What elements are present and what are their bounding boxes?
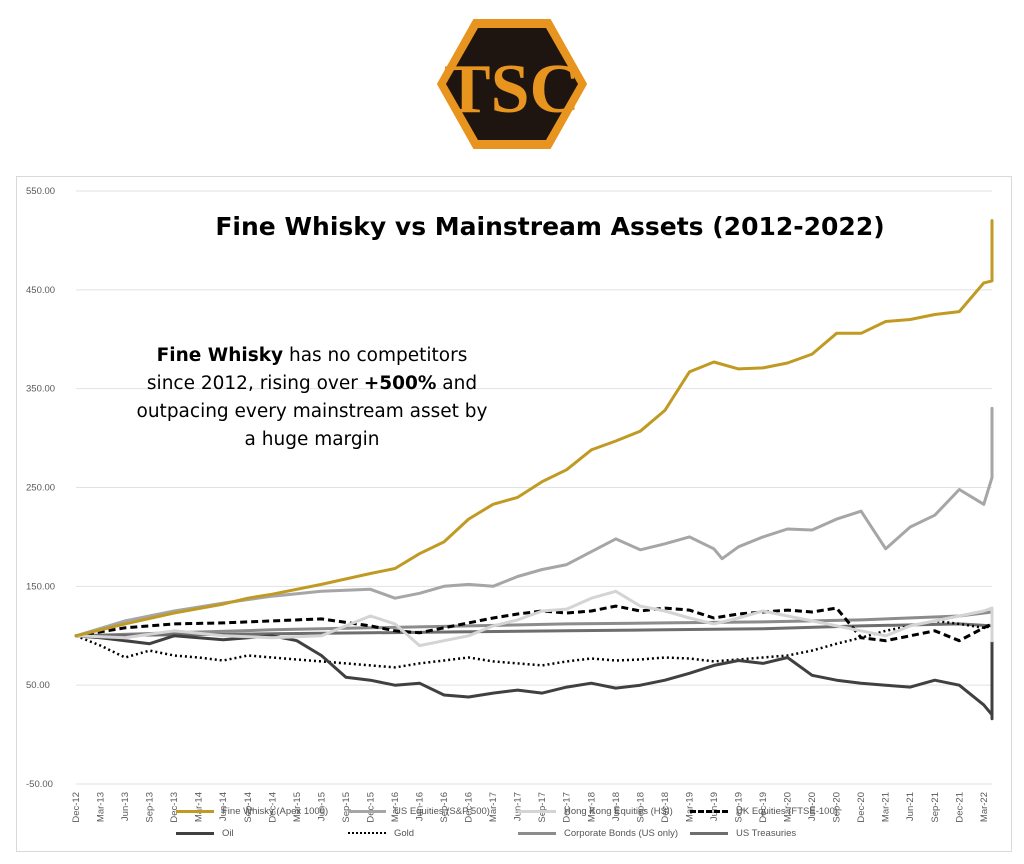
x-tick-label: Jun-20 [807, 792, 818, 821]
x-tick-label: Sep-20 [832, 792, 843, 823]
legend-item: Hong Kong Equities (HSI) [518, 804, 673, 818]
x-tick-label: Mar-14 [194, 792, 205, 822]
x-tick-label: Mar-20 [783, 792, 794, 822]
x-tick-label: Jun-15 [316, 792, 327, 821]
x-tick-label: Jun-16 [415, 792, 426, 821]
legend-label: Oil [222, 827, 234, 839]
legend-swatch [176, 809, 214, 813]
legend-swatch [348, 809, 386, 813]
x-tick-label: Mar-19 [684, 792, 695, 822]
logo-monogram: TSC [444, 51, 580, 128]
x-tick-label: Jun-19 [709, 792, 720, 821]
chart-title: Fine Whisky vs Mainstream Assets (2012-2… [215, 212, 885, 241]
x-tick-label: Sep-16 [439, 792, 450, 823]
legend-label: US Equities (S&P 500) [394, 805, 490, 817]
legend-label: Gold [394, 827, 415, 839]
x-tick-label: Dec-20 [856, 792, 867, 823]
legend-swatch [176, 831, 214, 835]
x-tick-label: Jun-14 [218, 792, 229, 821]
y-tick-label: 350.00 [26, 384, 55, 395]
x-tick-label: Dec-19 [758, 792, 769, 823]
y-tick-label: -50.00 [26, 779, 53, 790]
series-line [74, 589, 994, 648]
y-tick-label: 550.00 [26, 186, 55, 197]
x-tick-label: Mar-22 [979, 792, 990, 822]
legend-swatch [518, 809, 556, 813]
x-tick-label: Mar-15 [292, 792, 303, 822]
y-tick-label: 450.00 [26, 285, 55, 296]
x-tick-label: Sep-15 [341, 792, 352, 823]
logo-hexagon-inner [446, 28, 578, 140]
chart-frame [16, 176, 1012, 852]
x-tick-label: Dec-21 [954, 792, 965, 823]
legend-swatch [690, 831, 728, 835]
x-tick-label: Sep-21 [930, 792, 941, 823]
x-tick-label: Sep-19 [733, 792, 744, 823]
legend-item: Corporate Bonds (US only) [518, 826, 678, 840]
legend-swatch [690, 809, 728, 813]
annotation-text-2: and outpacing every mainstream asset by … [136, 373, 488, 450]
legend-item: Oil [176, 826, 234, 840]
legend-label: Hong Kong Equities (HSI) [564, 805, 673, 817]
legend-swatch [348, 832, 386, 834]
x-tick-label: Sep-14 [243, 792, 254, 823]
series-line [74, 219, 994, 638]
series-line [74, 406, 994, 638]
annotation-text-1: has no competitors since 2012, rising ov… [146, 345, 468, 394]
x-tick-label: Jun-17 [513, 792, 524, 821]
x-tick-label: Dec-18 [660, 792, 671, 823]
legend-item: US Treasuries [690, 826, 796, 840]
chart-annotation: Fine Whisky has no competitors since 201… [132, 342, 492, 454]
x-tick-label: Dec-15 [365, 792, 376, 823]
annotation-bold-lead: Fine Whisky [156, 345, 284, 366]
x-tick-label: Sep-18 [635, 792, 646, 823]
x-tick-label: Mar-17 [488, 792, 499, 822]
x-tick-label: Mar-21 [881, 792, 892, 822]
legend-item: Gold [348, 826, 414, 840]
y-tick-label: 150.00 [26, 581, 55, 592]
series-line [75, 619, 994, 669]
legend-item: Fine Whisky (Apex 1000) [176, 804, 328, 818]
x-tick-label: Dec-12 [71, 792, 82, 823]
legend-item: US Equities (S&P 500) [348, 804, 490, 818]
brand-logo: TSC [436, 19, 588, 149]
x-tick-label: Dec-14 [267, 792, 278, 823]
x-tick-label: Mar-16 [390, 792, 401, 822]
x-tick-label: Mar-13 [96, 792, 107, 822]
series-line [75, 604, 994, 643]
legend-label: Fine Whisky (Apex 1000) [222, 805, 329, 817]
x-tick-label: Dec-17 [562, 792, 573, 823]
annotation-bold-mid: +500% [363, 373, 437, 394]
x-tick-label: Jun-21 [905, 792, 916, 821]
legend-label: Corporate Bonds (US only) [564, 827, 679, 839]
legend-label: US Treasuries [736, 827, 797, 839]
x-tick-label: Dec-13 [169, 792, 180, 823]
x-tick-label: Jun-13 [120, 792, 131, 821]
x-tick-label: Sep-17 [537, 792, 548, 823]
legend-item: UK Equities (FTSE-100) [690, 804, 838, 818]
x-tick-label: Dec-16 [464, 792, 475, 823]
series-line [74, 634, 994, 721]
x-tick-label: Jun-18 [611, 792, 622, 821]
y-tick-label: 250.00 [26, 483, 55, 494]
legend-label: UK Equities (FTSE-100) [736, 805, 838, 817]
x-tick-label: Sep-13 [145, 792, 156, 823]
y-tick-label: 50.00 [26, 680, 50, 691]
legend-swatch [518, 831, 556, 835]
series-line [74, 622, 994, 638]
x-tick-label: Mar-18 [586, 792, 597, 822]
